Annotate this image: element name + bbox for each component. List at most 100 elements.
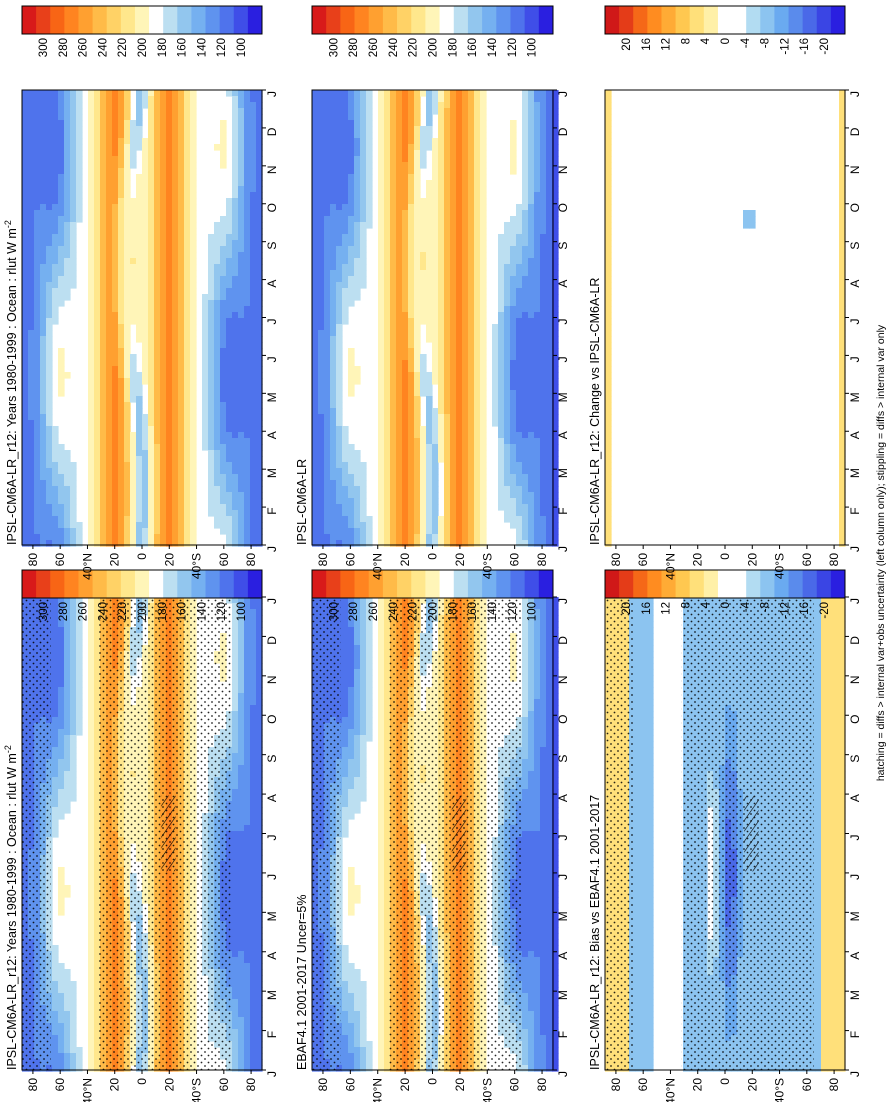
- cell: [124, 198, 131, 205]
- cell: [40, 426, 47, 433]
- cell: [184, 414, 191, 421]
- cell: [238, 645, 245, 652]
- cell: [118, 282, 125, 289]
- cell: [58, 348, 65, 355]
- cell: [232, 723, 239, 730]
- cell: [166, 264, 173, 271]
- cell: [238, 825, 245, 832]
- cell: [70, 603, 77, 610]
- cell: [256, 1047, 263, 1054]
- cell: [244, 705, 251, 712]
- cell: [94, 324, 101, 331]
- cell: [118, 330, 125, 337]
- cell: [250, 1059, 257, 1066]
- cell: [202, 360, 209, 367]
- cell: [124, 354, 131, 361]
- cell: [64, 597, 71, 604]
- cell: [130, 294, 137, 301]
- cell: [244, 1023, 251, 1030]
- cell: [118, 312, 125, 319]
- cell: [46, 246, 53, 253]
- cell: [58, 288, 65, 295]
- cell: [214, 426, 221, 433]
- cell: [232, 909, 239, 916]
- cell: [178, 186, 185, 193]
- cell: [154, 396, 161, 403]
- cell: [166, 300, 173, 307]
- cell: [58, 486, 65, 493]
- cell: [184, 300, 191, 307]
- cell: [40, 366, 47, 373]
- cell: [100, 390, 107, 397]
- cell: [64, 639, 71, 646]
- cell: [106, 384, 113, 391]
- cell: [190, 180, 197, 187]
- cell: [52, 264, 59, 271]
- cell: [94, 1029, 101, 1036]
- cell: [106, 216, 113, 223]
- cell: [70, 645, 77, 652]
- cell: [202, 402, 209, 409]
- cell: [142, 522, 149, 529]
- cell: [148, 432, 155, 439]
- cell: [64, 498, 71, 505]
- cell: [172, 336, 179, 343]
- cell: [58, 138, 65, 145]
- cell: [28, 498, 35, 505]
- cell: [34, 522, 41, 529]
- cell: [40, 384, 47, 391]
- cell: [88, 354, 95, 361]
- cell: [58, 867, 65, 874]
- cell: [172, 114, 179, 121]
- cell: [34, 360, 41, 367]
- cell: [94, 891, 101, 898]
- cell: [220, 342, 227, 349]
- cell: [124, 96, 131, 103]
- cell: [160, 318, 167, 325]
- cell: [70, 138, 77, 145]
- cell: [52, 951, 59, 958]
- cell: [34, 414, 41, 421]
- cell: [160, 132, 167, 139]
- cell: [112, 372, 119, 379]
- cell: [250, 939, 257, 946]
- cell: [118, 180, 125, 187]
- cell: [58, 258, 65, 265]
- cell: [220, 252, 227, 259]
- cell: [220, 246, 227, 253]
- cell: [118, 396, 125, 403]
- cell: [28, 354, 35, 361]
- cell: [118, 444, 125, 451]
- cell: [94, 819, 101, 826]
- cell: [172, 414, 179, 421]
- cell: [52, 522, 59, 529]
- cell: [142, 306, 149, 313]
- cell: [52, 276, 59, 283]
- cell: [190, 150, 197, 157]
- cell: [52, 534, 59, 541]
- cell: [154, 240, 161, 247]
- cell: [58, 615, 65, 622]
- cell: [46, 156, 53, 163]
- cell: [112, 432, 119, 439]
- cell: [250, 681, 257, 688]
- cell: [172, 132, 179, 139]
- cell: [28, 96, 35, 103]
- cell: [64, 1005, 71, 1012]
- cell: [184, 426, 191, 433]
- cell: [70, 1035, 77, 1042]
- cell: [202, 444, 209, 451]
- cell: [118, 246, 125, 253]
- cell: [154, 480, 161, 487]
- cell: [154, 438, 161, 445]
- cell: [160, 228, 167, 235]
- cell: [214, 270, 221, 277]
- cell: [22, 408, 29, 415]
- cell: [220, 228, 227, 235]
- cell: [232, 933, 239, 940]
- cell: [232, 711, 239, 718]
- cell: [256, 969, 263, 976]
- cell: [34, 150, 41, 157]
- cell: [184, 330, 191, 337]
- cell: [178, 234, 185, 241]
